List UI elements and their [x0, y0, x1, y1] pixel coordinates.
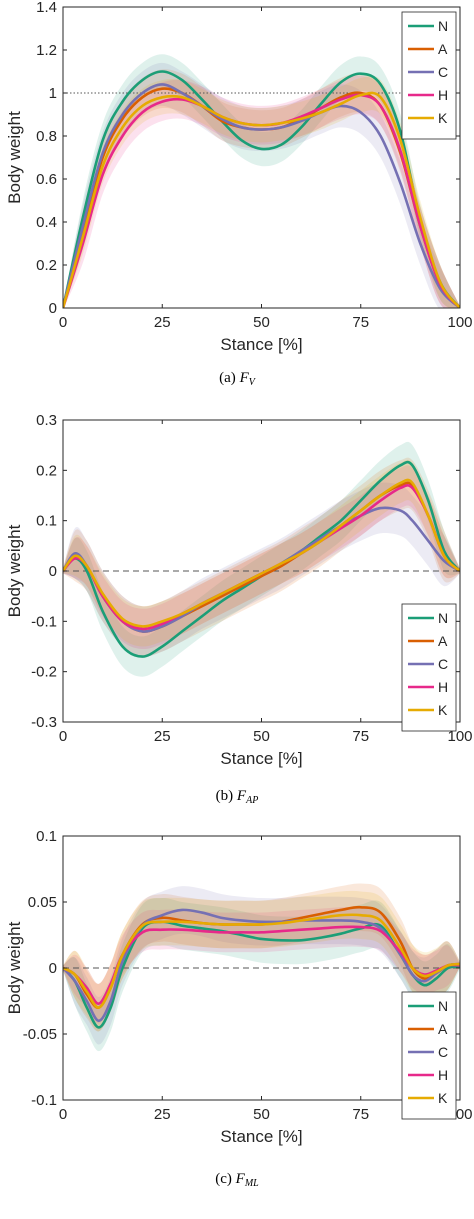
plot-content — [63, 441, 460, 677]
band-c — [63, 62, 460, 308]
y-tick-label: 0.4 — [36, 214, 57, 231]
band-h — [63, 75, 460, 308]
legend-label-k: K — [438, 1090, 448, 1106]
legend-label-c: C — [438, 64, 448, 80]
x-axis-label: Stance [%] — [220, 749, 302, 768]
band-k — [63, 459, 460, 647]
legend-label-n: N — [438, 610, 448, 626]
legend-label-h: H — [438, 87, 448, 103]
series-line-n — [63, 70, 460, 308]
figure-caption: (c) FML — [215, 1171, 259, 1189]
y-tick-label: 0 — [49, 563, 57, 580]
figure-caption: (a) FV — [219, 370, 257, 388]
x-tick-label: 50 — [253, 314, 270, 331]
figure-caption: (b) FAP — [216, 788, 259, 806]
series-line-k — [63, 913, 460, 1009]
plot-content — [63, 54, 460, 308]
y-axis-label: Body weight — [5, 524, 24, 617]
legend-label-c: C — [438, 656, 448, 672]
y-tick-label: 0.8 — [36, 128, 57, 145]
series-line-k — [63, 478, 460, 628]
x-tick-label: 25 — [154, 314, 171, 331]
y-tick-label: 0 — [49, 300, 57, 317]
x-tick-label: 0 — [59, 728, 67, 745]
x-axis-label: Stance [%] — [220, 1127, 302, 1146]
x-tick-label: 0 — [59, 1106, 67, 1123]
legend-label-a: A — [438, 633, 448, 649]
y-tick-label: 0.2 — [36, 462, 57, 479]
series-line-k — [63, 91, 460, 308]
legend-label-a: A — [438, 41, 448, 57]
legend-label-c: C — [438, 1044, 448, 1060]
band-c — [63, 886, 460, 1045]
plot-content — [63, 883, 460, 1052]
x-tick-label: 75 — [352, 728, 369, 745]
legend-label-h: H — [438, 679, 448, 695]
y-tick-label: -0.1 — [31, 1092, 57, 1109]
legend-label-k: K — [438, 110, 448, 126]
band-a — [63, 457, 460, 657]
x-tick-label: 100 — [447, 728, 472, 745]
y-tick-label: -0.3 — [31, 714, 57, 731]
y-tick-label: 0.05 — [28, 894, 57, 911]
legend-label-n: N — [438, 18, 448, 34]
x-axis-label: Stance [%] — [220, 335, 302, 354]
y-tick-label: -0.05 — [23, 1026, 57, 1043]
y-tick-label: -0.1 — [31, 613, 57, 630]
x-tick-label: 50 — [253, 1106, 270, 1123]
band-k — [63, 75, 460, 308]
band-a — [63, 883, 460, 1032]
y-tick-label: 0 — [49, 960, 57, 977]
legend-label-k: K — [438, 702, 448, 718]
y-tick-label: 1 — [49, 85, 57, 102]
series-line-c — [63, 83, 460, 308]
x-tick-label: 0 — [59, 314, 67, 331]
x-tick-label: 25 — [154, 1106, 171, 1123]
legend-label-h: H — [438, 1067, 448, 1083]
y-tick-label: 0.1 — [36, 828, 57, 845]
series-line-c — [63, 908, 460, 1023]
y-tick-label: -0.2 — [31, 664, 57, 681]
band-n — [63, 897, 460, 1052]
band-h — [63, 906, 460, 1024]
legend-label-a: A — [438, 1021, 448, 1037]
x-tick-label: 75 — [352, 1106, 369, 1123]
y-axis-label: Body weight — [5, 921, 24, 1014]
legend-label-n: N — [438, 998, 448, 1014]
x-tick-label: 25 — [154, 728, 171, 745]
y-tick-label: 0.2 — [36, 257, 57, 274]
x-tick-label: 100 — [447, 314, 472, 331]
y-axis-label: Body weight — [5, 111, 24, 204]
chart-1: 0 25 50 75 100 0 0.2 0.4 0.6 0.8 1 1.2 1.4 Stance [%]… — [5, 0, 473, 388]
y-tick-label: 0.3 — [36, 412, 57, 429]
y-tick-label: 0.6 — [36, 171, 57, 188]
y-tick-label: 1.4 — [36, 0, 57, 16]
y-tick-label: 0.1 — [36, 513, 57, 530]
band-c — [63, 482, 460, 657]
y-tick-label: 1.2 — [36, 42, 57, 59]
chart-2: 0 25 50 75 100 -0.3 -0.2 -0.1 0 0.1 0.2 0.3 Stance [… — [5, 412, 473, 806]
x-tick-label: 75 — [352, 314, 369, 331]
x-tick-label: 50 — [253, 728, 270, 745]
band-a — [63, 69, 460, 308]
plot-area — [63, 7, 460, 308]
